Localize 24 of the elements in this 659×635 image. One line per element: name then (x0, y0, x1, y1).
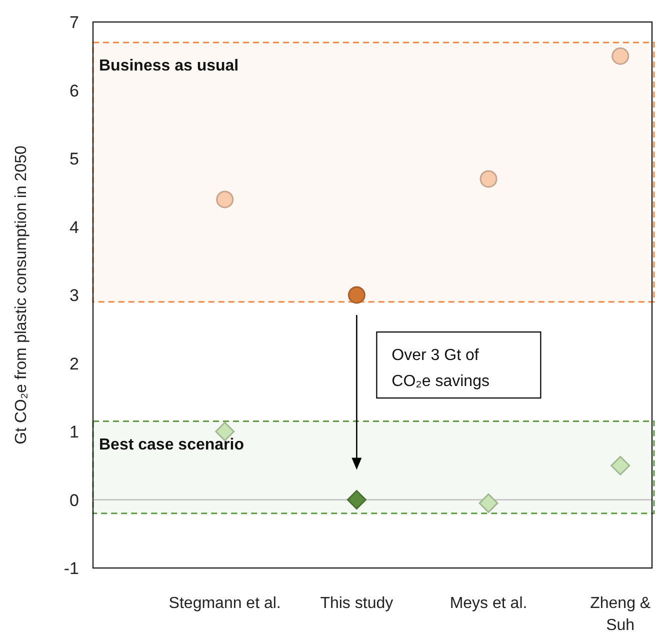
y-tick-label: 3 (70, 286, 79, 305)
y-axis-title: Gt CO₂e from plastic consumption in 2050 (13, 146, 30, 444)
x-tick-label: This study (320, 595, 394, 612)
y-tick-label: 6 (70, 81, 79, 100)
x-tick-label: Zheng & Suh (590, 595, 651, 634)
y-tick-label: 2 (70, 354, 79, 374)
y-tick-label: 5 (70, 150, 79, 168)
x-tick-label: Stegmann et al. (168, 595, 281, 612)
band-label: Best case scenario (99, 436, 244, 454)
point (348, 286, 366, 304)
x-tick-label: Meys et al. (450, 595, 528, 612)
point (478, 493, 498, 513)
y-tick-label: -1 (64, 559, 79, 578)
annotation: Over 3 Gt of CO₂e savings (392, 347, 490, 390)
point (216, 190, 234, 208)
point (612, 47, 630, 65)
y-tick-label: 0 (70, 490, 79, 510)
point (610, 456, 630, 476)
point (346, 490, 366, 510)
point (480, 170, 498, 188)
y-tick-label: 1 (70, 422, 79, 442)
y-tick-label: 4 (70, 218, 79, 237)
y-tick-label: 7 (70, 13, 79, 32)
band-label: Business as usual (99, 57, 239, 74)
